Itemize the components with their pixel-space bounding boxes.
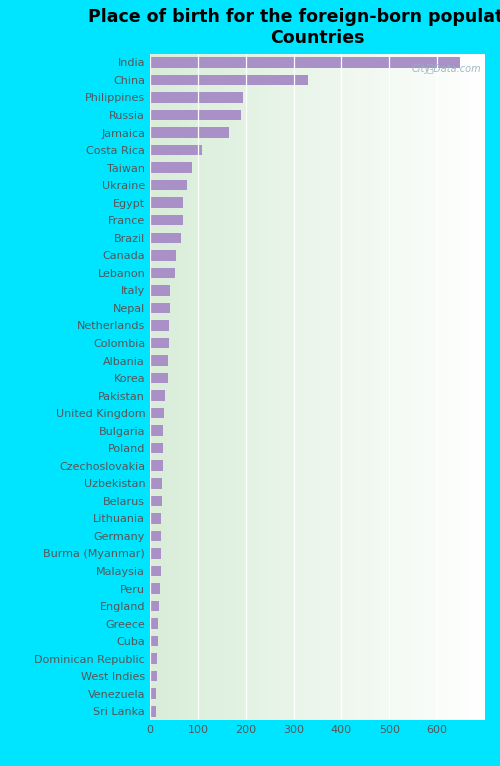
Bar	[150, 127, 229, 138]
Bar	[150, 425, 164, 436]
Bar	[150, 285, 170, 296]
Bar	[150, 355, 168, 366]
Bar	[150, 496, 162, 506]
Bar	[150, 391, 166, 401]
Bar	[150, 74, 308, 85]
Bar	[150, 460, 163, 471]
Bar	[150, 198, 182, 208]
Bar	[150, 671, 156, 682]
Bar	[150, 478, 162, 489]
Bar	[150, 338, 169, 349]
Bar	[150, 320, 169, 331]
Bar	[150, 653, 157, 664]
Bar	[150, 373, 168, 383]
Bar	[150, 513, 161, 524]
Bar	[150, 636, 158, 647]
Bar	[150, 57, 460, 67]
Bar	[150, 531, 161, 541]
Bar	[150, 443, 163, 453]
Bar	[150, 548, 160, 558]
Bar	[150, 267, 175, 278]
Bar	[150, 162, 192, 173]
Bar	[150, 408, 164, 418]
Text: ⓘ: ⓘ	[426, 64, 433, 74]
Bar	[150, 303, 170, 313]
Bar	[150, 706, 156, 716]
Bar	[150, 618, 158, 629]
Bar	[150, 92, 244, 103]
Bar	[150, 180, 188, 191]
Bar	[150, 233, 181, 243]
Bar	[150, 566, 160, 576]
Bar	[150, 250, 176, 260]
Bar	[150, 110, 241, 120]
Bar	[150, 689, 156, 699]
Bar	[150, 215, 182, 225]
Bar	[150, 583, 160, 594]
Bar	[150, 601, 158, 611]
Title: Place of birth for the foreign-born population -
Countries: Place of birth for the foreign-born popu…	[88, 8, 500, 47]
Bar	[150, 145, 202, 155]
Text: City-Data.com: City-Data.com	[412, 64, 482, 74]
